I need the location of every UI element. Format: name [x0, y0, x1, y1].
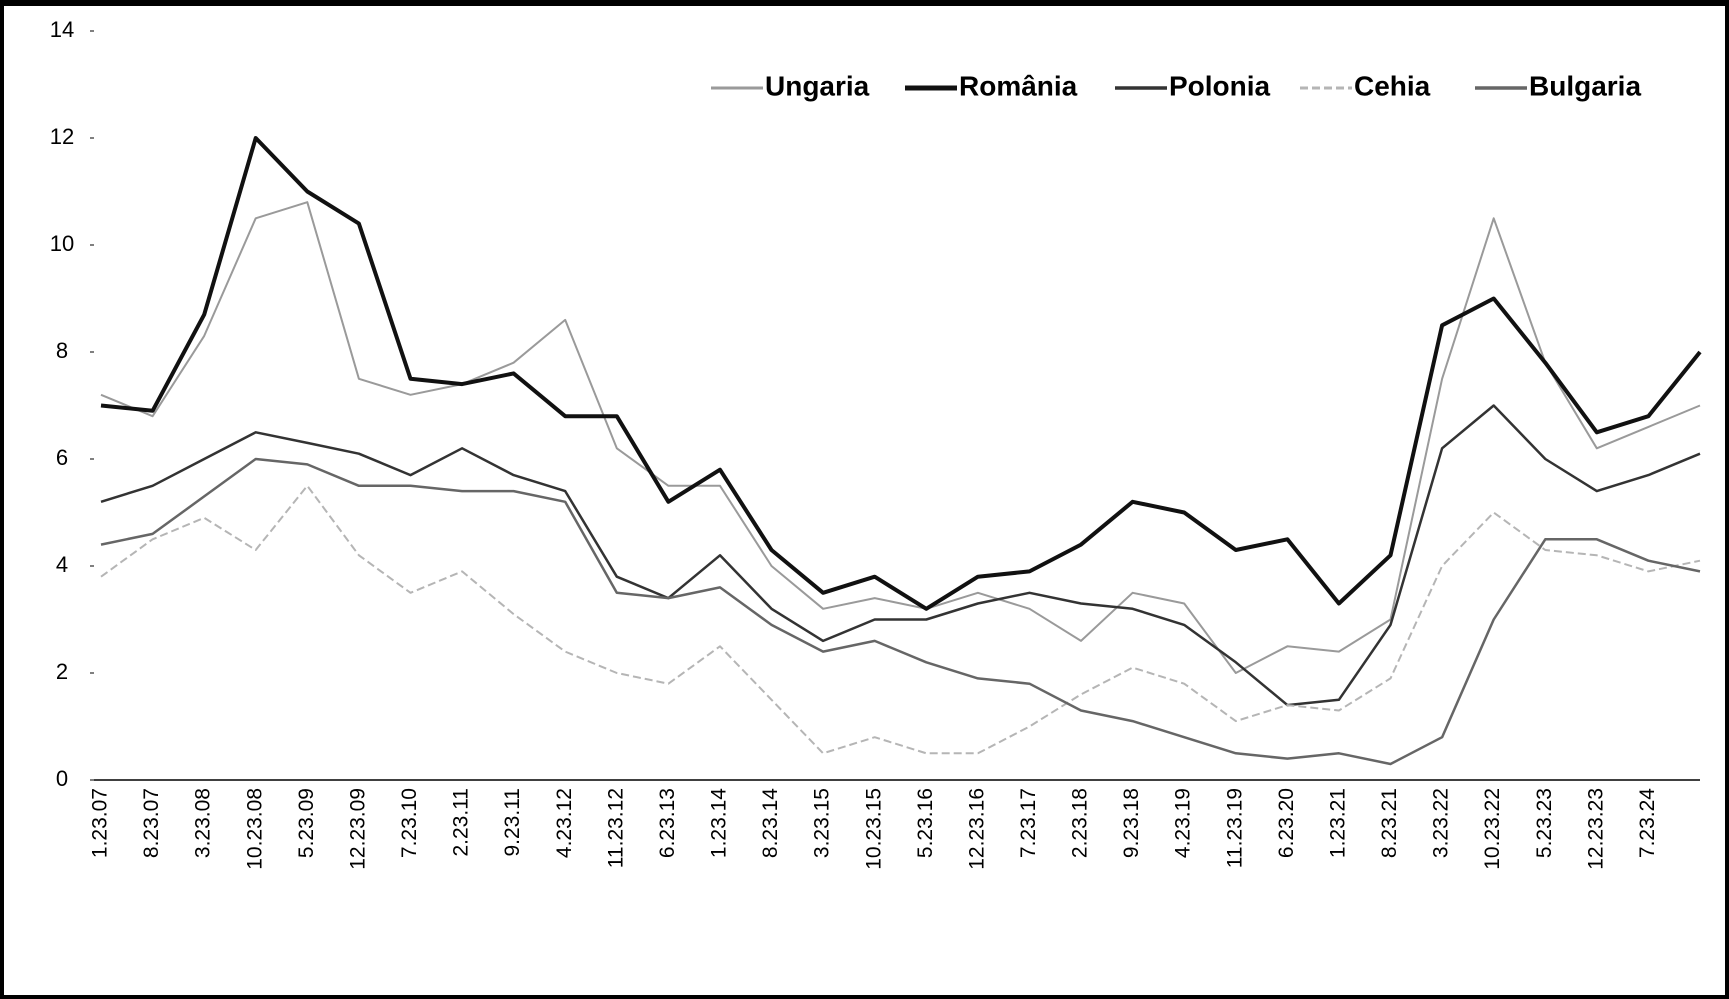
series-line — [100, 201, 1701, 674]
legend-label: Bulgaria — [1529, 70, 1641, 101]
y-tick-label: 10 — [50, 231, 74, 256]
legend: Ungaria România Polonia Cehia Bulgaria — [711, 70, 1641, 101]
x-tick-label: 5.23.16 — [914, 788, 937, 858]
x-tick-label: 7.23.24 — [1636, 788, 1659, 858]
legend-label: Ungaria — [765, 70, 870, 101]
x-tick-label: 12.23.16 — [965, 788, 988, 870]
y-tick-label: 8 — [56, 338, 68, 363]
x-tick-label: 7.23.17 — [1017, 788, 1040, 858]
x-tick-label: 7.23.10 — [398, 788, 421, 858]
x-tick-label: 2.23.11 — [450, 788, 473, 857]
x-tick-label: 8.23.07 — [140, 788, 163, 858]
x-tick-label: 10.23.22 — [1481, 788, 1504, 870]
legend-label: Polonia — [1169, 70, 1271, 101]
x-tick-label: 6.23.20 — [1275, 788, 1298, 858]
x-tick-label: 5.23.09 — [295, 788, 318, 858]
x-tick-label: 12.23.23 — [1584, 788, 1607, 870]
y-tick-label: 4 — [56, 552, 68, 577]
x-tick-label: 9.23.11 — [501, 788, 524, 857]
series-line — [100, 457, 1701, 766]
series-line — [100, 484, 1701, 755]
x-tick-label: 11.23.12 — [604, 788, 627, 868]
y-tick-label: 14 — [50, 17, 74, 42]
x-tick-label: 1.23.07 — [89, 788, 112, 858]
x-tick-label: 9.23.18 — [1120, 788, 1143, 858]
x-tick-label: 12.23.09 — [346, 788, 369, 870]
x-tick-label: 1.23.21 — [1326, 788, 1349, 858]
x-tick-label: 2.23.18 — [1069, 788, 1092, 858]
series-line — [100, 404, 1701, 707]
y-tick-label: 6 — [56, 445, 68, 470]
y-tick-label: 12 — [50, 124, 74, 149]
x-tick-label: 5.23.23 — [1533, 788, 1556, 858]
x-tick-label: 4.23.19 — [1172, 788, 1195, 858]
legend-label: Cehia — [1354, 70, 1431, 101]
x-tick-label: 10.23.08 — [243, 788, 266, 870]
x-tick-label: 8.23.14 — [759, 788, 782, 858]
x-tick-label: 6.23.13 — [656, 788, 679, 858]
x-tick-label: 11.23.19 — [1223, 788, 1246, 868]
x-tick-label: 10.23.15 — [862, 788, 885, 870]
top-bar — [0, 0, 1729, 6]
x-tick-label: 3.23.15 — [811, 788, 834, 858]
series-line — [100, 136, 1702, 611]
x-tick-label: 4.23.12 — [553, 788, 576, 858]
x-tick-label: 1.23.14 — [708, 788, 731, 858]
x-tick-label: 3.23.08 — [192, 788, 215, 858]
x-tick-label: 3.23.22 — [1430, 788, 1453, 858]
legend-label: România — [959, 70, 1078, 101]
x-tick-label: 8.23.21 — [1378, 788, 1401, 858]
y-tick-label: 2 — [56, 659, 68, 684]
y-tick-label: 0 — [56, 766, 68, 791]
